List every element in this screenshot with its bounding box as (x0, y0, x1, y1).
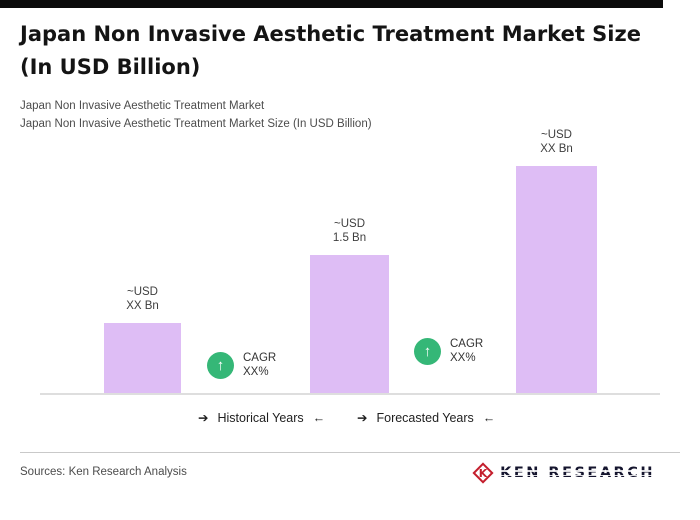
logo-text: KEN RESEARCH (500, 465, 655, 481)
bar-label-line: ~USD (334, 218, 365, 230)
bar-value-label-current: ~USD 1.5 Bn (333, 217, 366, 245)
cagr-text-2: CAGR XX% (450, 337, 483, 365)
page-title: Japan Non Invasive Aesthetic Treatment M… (20, 18, 692, 84)
x-axis-baseline (40, 393, 660, 395)
page-title-line-2: (In USD Billion) (20, 55, 201, 79)
logo-text-wrap: KEN RESEARCH (500, 464, 655, 482)
bar-label-line: ~USD (540, 129, 572, 141)
bar-historical (104, 323, 181, 394)
up-arrow-icon: ↑ (207, 351, 234, 379)
cagr-value: XX% (450, 352, 476, 364)
ken-research-logo: K KEN RESEARCH (472, 462, 655, 484)
period-label: Historical Years (217, 410, 304, 425)
logo-stripe (500, 470, 655, 472)
cagr-badge-1: ↑ CAGR XX% (207, 351, 276, 379)
bar-label-line: ~USD (126, 286, 158, 298)
ken-research-mark-icon: K (472, 462, 494, 484)
chart-subtitle-market: Japan Non Invasive Aesthetic Treatment M… (20, 100, 265, 112)
bar-forecast (516, 166, 597, 394)
bar-group-forecast: ~USD XX Bn (516, 128, 597, 394)
period-label: Forecasted Years (376, 410, 474, 425)
historical-years-label: ➔ Historical Years ← (198, 410, 326, 426)
footer-divider (20, 452, 680, 453)
arrow-right-icon: ➔ (357, 411, 368, 425)
bar-label-line: XX Bn (540, 143, 573, 155)
chart-subtitle-size: Japan Non Invasive Aesthetic Treatment M… (20, 118, 372, 130)
up-arrow-icon: ↑ (414, 337, 441, 365)
logo-stripe (500, 474, 655, 477)
cagr-text-1: CAGR XX% (243, 351, 276, 379)
cagr-badge-2: ↑ CAGR XX% (414, 337, 483, 365)
svg-text:K: K (479, 467, 488, 480)
arrow-right-icon: ➔ (198, 411, 209, 425)
cagr-value: XX% (243, 366, 269, 378)
bar-value-label-forecast: ~USD XX Bn (540, 128, 573, 156)
bar-label-line: XX Bn (126, 300, 159, 312)
bar-label-line: 1.5 Bn (332, 232, 367, 244)
bar-group-current: ~USD 1.5 Bn (310, 217, 389, 394)
bar-value-label-historical: ~USD XX Bn (126, 285, 159, 313)
bar-group-historical: ~USD XX Bn (104, 285, 181, 394)
cagr-label: CAGR (243, 352, 277, 364)
page-title-line-1: Japan Non Invasive Aesthetic Treatment M… (20, 22, 641, 46)
cagr-label: CAGR (450, 338, 484, 350)
bar-current (310, 255, 389, 394)
arrow-left-icon: ← (482, 410, 496, 425)
sources-text: Sources: Ken Research Analysis (20, 466, 187, 478)
top-accent-bar (0, 0, 663, 8)
arrow-left-icon: ← (312, 410, 326, 425)
forecasted-years-label: ➔ Forecasted Years ← (357, 410, 496, 426)
